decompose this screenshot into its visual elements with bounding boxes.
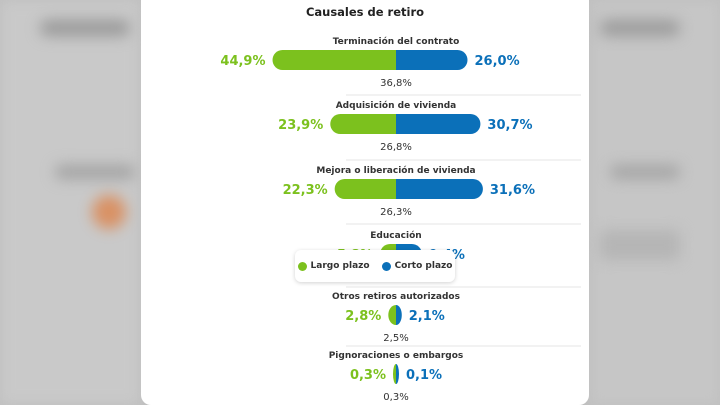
data-label-largo: 22,3% bbox=[283, 183, 328, 198]
data-label-largo: 44,9% bbox=[220, 54, 265, 69]
background-shape bbox=[600, 20, 680, 36]
bar-corto-plazo bbox=[396, 364, 399, 384]
data-label-total: 26,3% bbox=[380, 207, 412, 218]
data-label-total: 26,8% bbox=[380, 142, 412, 153]
chart-card: Causales de retiro Terminación del contr… bbox=[141, 0, 589, 405]
butterfly-chart: Terminación del contrato 44,9% 26,0% 36,8% A… bbox=[220, 36, 581, 403]
legend-label-corto: Corto plazo bbox=[394, 261, 453, 271]
category-label: Terminación del contrato bbox=[333, 36, 460, 47]
bar-largo-plazo bbox=[272, 50, 396, 70]
background-shape bbox=[55, 165, 135, 179]
chart-legend: Largo plazo Corto plazo bbox=[295, 250, 455, 282]
bar-corto-plazo bbox=[396, 114, 481, 134]
data-label-largo: 23,9% bbox=[278, 118, 323, 133]
data-label-largo: 2,8% bbox=[345, 309, 381, 324]
data-label-corto: 26,0% bbox=[475, 54, 520, 69]
legend-swatch-largo bbox=[297, 261, 307, 271]
legend-swatch-corto bbox=[381, 261, 391, 271]
data-label-total: 0,3% bbox=[383, 392, 408, 403]
background-shape bbox=[610, 165, 680, 179]
category-label: Mejora o liberación de vivienda bbox=[316, 165, 475, 176]
bar-corto-plazo bbox=[396, 305, 402, 325]
bar-largo-plazo bbox=[334, 179, 396, 199]
data-label-corto: 2,1% bbox=[409, 309, 445, 324]
background-shape bbox=[40, 20, 130, 36]
bar-corto-plazo bbox=[396, 179, 483, 199]
legend-label-largo: Largo plazo bbox=[310, 261, 370, 271]
category-label: Otros retiros autorizados bbox=[332, 292, 460, 302]
category-label: Pignoraciones o embargos bbox=[329, 351, 464, 361]
chart-title: Causales de retiro bbox=[305, 5, 425, 19]
background-right bbox=[590, 0, 720, 405]
data-label-corto: 31,6% bbox=[490, 183, 535, 198]
category-label: Educación bbox=[370, 230, 421, 241]
category-label: Adquisición de vivienda bbox=[336, 100, 457, 111]
background-shape bbox=[600, 230, 680, 260]
bar-largo-plazo bbox=[330, 114, 396, 134]
bar-corto-plazo bbox=[396, 50, 468, 70]
legend-item-corto: Corto plazo bbox=[381, 261, 453, 271]
data-label-total: 2,5% bbox=[383, 333, 408, 344]
background-shape bbox=[92, 195, 126, 229]
bar-largo-plazo bbox=[388, 305, 396, 325]
bar-largo-plazo bbox=[393, 364, 396, 384]
data-label-corto: 0,1% bbox=[406, 368, 442, 383]
data-label-corto: 30,7% bbox=[487, 118, 532, 133]
legend-item-largo: Largo plazo bbox=[297, 261, 370, 271]
data-label-largo: 0,3% bbox=[350, 368, 386, 383]
data-label-total: 36,8% bbox=[380, 78, 412, 89]
